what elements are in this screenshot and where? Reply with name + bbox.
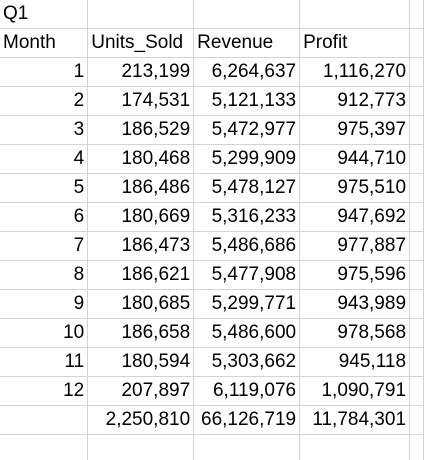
empty-cell[interactable]: [409, 405, 424, 435]
table-row: 7 186,473 5,486,686 977,887: [0, 231, 424, 261]
empty-cell[interactable]: [409, 376, 424, 406]
table-row: 5 186,486 5,478,127 975,510: [0, 173, 424, 203]
revenue-cell[interactable]: 5,316,233: [193, 202, 301, 232]
table-row: 10 186,658 5,486,600 978,568: [0, 318, 424, 348]
profit-cell[interactable]: 943,989: [299, 289, 411, 319]
empty-cell[interactable]: [409, 260, 424, 290]
empty-cell[interactable]: [409, 0, 424, 29]
month-cell[interactable]: 4: [0, 144, 89, 174]
month-cell[interactable]: 3: [0, 115, 89, 145]
month-cell[interactable]: 9: [0, 289, 89, 319]
units-sold-cell[interactable]: 180,468: [87, 144, 195, 174]
profit-cell[interactable]: 1,116,270: [299, 57, 411, 87]
total-profit-cell[interactable]: 11,784,301: [299, 405, 411, 435]
revenue-cell[interactable]: 5,303,662: [193, 347, 301, 377]
empty-cell[interactable]: [409, 202, 424, 232]
table-row: Q1: [0, 0, 424, 29]
units-sold-cell[interactable]: 207,897: [87, 376, 195, 406]
empty-cell[interactable]: [409, 289, 424, 319]
month-cell[interactable]: 2: [0, 86, 89, 116]
profit-cell[interactable]: 945,118: [299, 347, 411, 377]
units-sold-cell[interactable]: 186,621: [87, 260, 195, 290]
revenue-cell[interactable]: 5,478,127: [193, 173, 301, 203]
header-month-cell[interactable]: Month: [0, 28, 89, 58]
profit-cell[interactable]: 975,397: [299, 115, 411, 145]
table-row: [0, 434, 424, 460]
revenue-cell[interactable]: 5,121,133: [193, 86, 301, 116]
table-row: 12 207,897 6,119,076 1,090,791: [0, 376, 424, 406]
units-sold-cell[interactable]: 180,594: [87, 347, 195, 377]
month-cell[interactable]: 6: [0, 202, 89, 232]
units-sold-cell[interactable]: 186,486: [87, 173, 195, 203]
revenue-cell[interactable]: 5,299,771: [193, 289, 301, 319]
header-units-sold-cell[interactable]: Units_Sold: [87, 28, 195, 58]
header-revenue-cell[interactable]: Revenue: [193, 28, 301, 58]
table-row: 2 174,531 5,121,133 912,773: [0, 86, 424, 116]
totals-row: 2,250,810 66,126,719 11,784,301: [0, 405, 424, 435]
profit-cell[interactable]: 975,510: [299, 173, 411, 203]
revenue-cell[interactable]: 5,472,977: [193, 115, 301, 145]
table-row: 8 186,621 5,477,908 975,596: [0, 260, 424, 290]
empty-cell[interactable]: [409, 28, 424, 58]
empty-cell[interactable]: [409, 318, 424, 348]
section-label-cell[interactable]: Q1: [0, 0, 89, 29]
month-cell[interactable]: 12: [0, 376, 89, 406]
profit-cell[interactable]: 912,773: [299, 86, 411, 116]
profit-cell[interactable]: 944,710: [299, 144, 411, 174]
units-sold-cell[interactable]: 186,473: [87, 231, 195, 261]
profit-cell[interactable]: 1,090,791: [299, 376, 411, 406]
table-row: 11 180,594 5,303,662 945,118: [0, 347, 424, 377]
month-cell[interactable]: 10: [0, 318, 89, 348]
table-row: 4 180,468 5,299,909 944,710: [0, 144, 424, 174]
total-revenue-cell[interactable]: 66,126,719: [193, 405, 301, 435]
header-profit-cell[interactable]: Profit: [299, 28, 411, 58]
table-row: 3 186,529 5,472,977 975,397: [0, 115, 424, 145]
revenue-cell[interactable]: 5,486,600: [193, 318, 301, 348]
units-sold-cell[interactable]: 180,685: [87, 289, 195, 319]
empty-cell[interactable]: [409, 231, 424, 261]
empty-cell[interactable]: [409, 57, 424, 87]
empty-cell[interactable]: [193, 0, 301, 29]
profit-cell[interactable]: 947,692: [299, 202, 411, 232]
empty-cell[interactable]: [299, 434, 411, 460]
units-sold-cell[interactable]: 174,531: [87, 86, 195, 116]
units-sold-cell[interactable]: 180,669: [87, 202, 195, 232]
empty-cell[interactable]: [0, 405, 89, 435]
empty-cell[interactable]: [409, 347, 424, 377]
revenue-cell[interactable]: 6,264,637: [193, 57, 301, 87]
revenue-cell[interactable]: 6,119,076: [193, 376, 301, 406]
empty-cell[interactable]: [409, 115, 424, 145]
month-cell[interactable]: 11: [0, 347, 89, 377]
revenue-cell[interactable]: 5,486,686: [193, 231, 301, 261]
empty-cell[interactable]: [409, 173, 424, 203]
profit-cell[interactable]: 978,568: [299, 318, 411, 348]
revenue-cell[interactable]: 5,299,909: [193, 144, 301, 174]
units-sold-cell[interactable]: 186,529: [87, 115, 195, 145]
table-row: 1 213,199 6,264,637 1,116,270: [0, 57, 424, 87]
units-sold-cell[interactable]: 186,658: [87, 318, 195, 348]
month-cell[interactable]: 7: [0, 231, 89, 261]
empty-cell[interactable]: [409, 434, 424, 460]
revenue-cell[interactable]: 5,477,908: [193, 260, 301, 290]
profit-cell[interactable]: 975,596: [299, 260, 411, 290]
empty-cell[interactable]: [409, 86, 424, 116]
profit-cell[interactable]: 977,887: [299, 231, 411, 261]
empty-cell[interactable]: [409, 144, 424, 174]
empty-cell[interactable]: [0, 434, 89, 460]
empty-cell[interactable]: [87, 434, 195, 460]
table-row: 9 180,685 5,299,771 943,989: [0, 289, 424, 319]
month-cell[interactable]: 8: [0, 260, 89, 290]
month-cell[interactable]: 1: [0, 57, 89, 87]
table-row: 6 180,669 5,316,233 947,692: [0, 202, 424, 232]
month-cell[interactable]: 5: [0, 173, 89, 203]
empty-cell[interactable]: [87, 0, 195, 29]
empty-cell[interactable]: [299, 0, 411, 29]
total-units-sold-cell[interactable]: 2,250,810: [87, 405, 195, 435]
header-row: Month Units_Sold Revenue Profit: [0, 28, 424, 58]
units-sold-cell[interactable]: 213,199: [87, 57, 195, 87]
empty-cell[interactable]: [193, 434, 301, 460]
